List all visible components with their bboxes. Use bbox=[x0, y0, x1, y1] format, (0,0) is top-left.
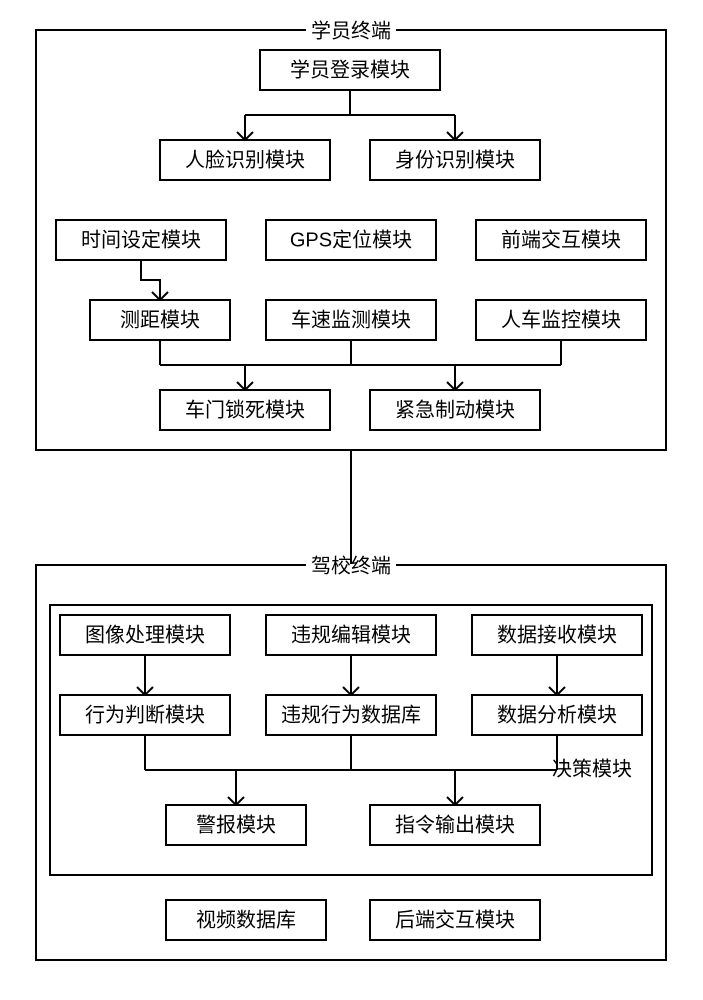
alarm-label: 警报模块 bbox=[196, 813, 276, 836]
speed-label: 车速监测模块 bbox=[291, 308, 411, 331]
brake-label: 紧急制动模块 bbox=[395, 398, 515, 421]
distance-label: 测距模块 bbox=[120, 308, 200, 331]
student-terminal-title: 学员终端 bbox=[311, 19, 391, 42]
gps-label: GPS定位模块 bbox=[290, 228, 412, 251]
violation-db-label: 违规行为数据库 bbox=[281, 703, 421, 726]
video-db-label: 视频数据库 bbox=[196, 908, 296, 931]
system-diagram: 学员终端驾校终端决策模块学员登录模块人脸识别模块身份识别模块时间设定模块GPS定… bbox=[0, 0, 703, 1000]
cmd-out-label: 指令输出模块 bbox=[395, 813, 515, 836]
face-label: 人脸识别模块 bbox=[185, 148, 305, 171]
image-proc-label: 图像处理模块 bbox=[85, 623, 205, 646]
violation-edit-label: 违规编辑模块 bbox=[291, 623, 411, 646]
decision-module-title: 决策模块 bbox=[552, 757, 632, 780]
data-analysis-label: 数据分析模块 bbox=[497, 703, 617, 726]
identity-label: 身份识别模块 bbox=[395, 148, 515, 171]
behavior-label: 行为判断模块 bbox=[85, 703, 205, 726]
front-ui-label: 前端交互模块 bbox=[501, 228, 621, 251]
door-lock-label: 车门锁死模块 bbox=[185, 398, 305, 421]
back-ui-label: 后端交互模块 bbox=[395, 908, 515, 931]
monitor-label: 人车监控模块 bbox=[501, 308, 621, 331]
login-label: 学员登录模块 bbox=[290, 58, 410, 81]
time-set-label: 时间设定模块 bbox=[81, 228, 201, 251]
data-recv-label: 数据接收模块 bbox=[497, 623, 617, 646]
